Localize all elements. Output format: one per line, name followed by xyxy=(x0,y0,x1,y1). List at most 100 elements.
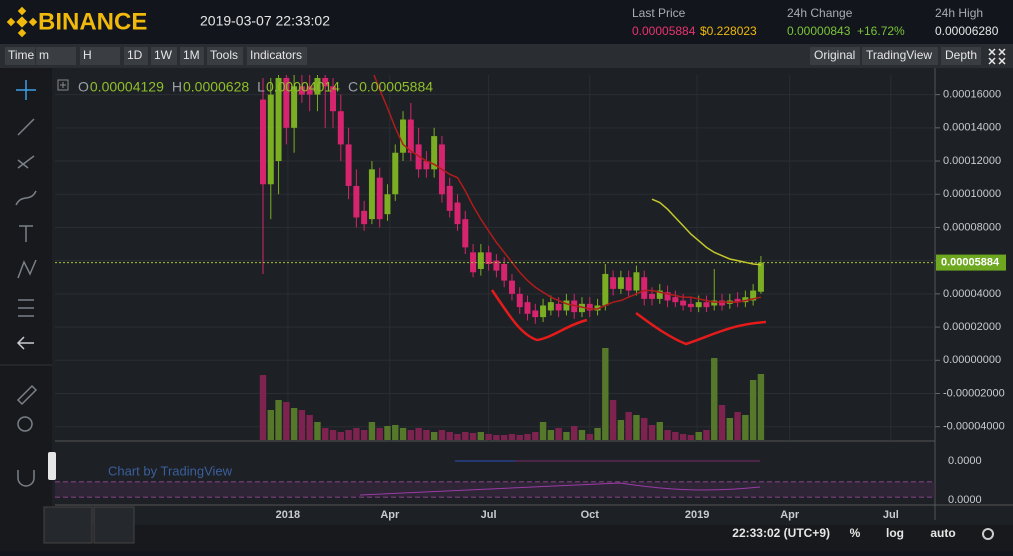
percent-btn[interactable]: % xyxy=(850,526,861,540)
volume-bar xyxy=(602,348,609,440)
volume-bar xyxy=(399,428,407,440)
trend-tool[interactable] xyxy=(17,118,35,136)
view-label: Depth xyxy=(945,48,977,62)
magnet-tool[interactable] xyxy=(17,470,35,487)
volume-bar xyxy=(337,432,344,440)
volume-bar xyxy=(508,434,516,440)
candle-body xyxy=(578,303,585,313)
volume-bar xyxy=(609,400,617,440)
price-axis xyxy=(935,68,1013,551)
candle-body xyxy=(633,272,640,291)
candle-body xyxy=(610,277,617,289)
collapse-legend[interactable] xyxy=(57,79,69,91)
ruler-tool[interactable] xyxy=(16,384,38,406)
candle-body xyxy=(501,263,508,281)
toolbar-button[interactable] xyxy=(207,47,243,65)
view-button[interactable] xyxy=(941,47,981,65)
candle-body xyxy=(376,177,383,220)
y-tick-label: 0.00002000 xyxy=(943,321,1001,333)
volume-bar xyxy=(539,422,547,440)
last-price-label: Last Price xyxy=(632,6,686,20)
toolbar-button[interactable] xyxy=(151,47,177,65)
candle-body xyxy=(423,161,430,170)
candle-body xyxy=(407,119,414,153)
crosshair-tool[interactable] xyxy=(16,80,36,100)
volume-bar xyxy=(532,432,539,440)
ohlc-value: 0.0000628 xyxy=(183,79,249,95)
view-button[interactable] xyxy=(810,47,860,65)
x-tick-label: Apr xyxy=(780,509,800,521)
log-btn[interactable]: log xyxy=(886,526,904,540)
volume-bar xyxy=(563,432,570,440)
draw-tab[interactable] xyxy=(43,506,93,544)
measure-tool[interactable] xyxy=(18,299,34,317)
toolbar-button[interactable] xyxy=(180,47,204,65)
drawing xyxy=(490,289,588,342)
y-tick-label: 0.00000000 xyxy=(943,354,1001,366)
volume-bar xyxy=(298,410,306,440)
candle-body xyxy=(703,302,710,308)
volume-bar xyxy=(384,426,391,440)
datetime: 2019-03-07 22:33:02 xyxy=(200,13,330,29)
volume-bar xyxy=(493,435,500,440)
ohlc-prefix: H xyxy=(172,79,182,95)
pattern-tool[interactable] xyxy=(17,259,37,279)
auto-btn[interactable]: auto xyxy=(930,526,955,540)
settings-icon[interactable] xyxy=(982,528,994,540)
candle-body xyxy=(337,111,344,145)
ohlc-value: 0.00004014 xyxy=(266,79,340,95)
brush-tool[interactable] xyxy=(15,190,37,206)
toolbar-button[interactable] xyxy=(124,47,148,65)
fullscreen-icon[interactable] xyxy=(988,48,1006,65)
high-label: 24h High xyxy=(935,6,983,20)
toolbar-button[interactable] xyxy=(247,47,307,65)
text-tool[interactable] xyxy=(19,225,33,242)
moving-average xyxy=(651,198,761,266)
volume-bar xyxy=(633,415,640,440)
fib-tool[interactable] xyxy=(17,155,35,169)
candle-body xyxy=(477,252,484,269)
moving-average xyxy=(373,75,762,310)
volume-bar xyxy=(345,430,352,440)
view-label: Original xyxy=(814,48,855,62)
draw-tab[interactable] xyxy=(93,506,135,544)
ohlc-value: 0.00005884 xyxy=(359,79,433,95)
candle-body xyxy=(672,297,679,303)
candle-body xyxy=(267,94,274,185)
y-tick-label: 0.00004000 xyxy=(943,288,1001,300)
indicator-pane: Chart by TradingView xyxy=(55,460,935,498)
back-tool[interactable] xyxy=(16,336,34,350)
candle-body xyxy=(571,300,578,313)
indicator-tick: 0.0000 xyxy=(948,455,982,467)
toolbar-button[interactable] xyxy=(80,47,120,65)
indicator-tick: 0.0000 xyxy=(948,494,982,506)
view-button[interactable] xyxy=(862,47,938,65)
candle-body xyxy=(493,260,500,271)
indicator-line xyxy=(359,482,761,496)
candle-body xyxy=(594,305,601,311)
volume-bar xyxy=(423,430,430,440)
candle-body xyxy=(485,252,492,264)
volume-bar xyxy=(547,430,555,440)
candle-body xyxy=(680,300,687,306)
pane-handle[interactable] xyxy=(48,452,56,480)
toolbar-button[interactable] xyxy=(36,47,76,65)
header xyxy=(0,0,1013,43)
ohlc-prefix: O xyxy=(78,79,89,95)
candle-body xyxy=(586,303,593,311)
volume-bar xyxy=(703,430,710,440)
y-tick-label: 0.00012000 xyxy=(943,155,1001,167)
candle-body xyxy=(555,303,562,311)
volume-bar xyxy=(462,432,469,440)
candle-body xyxy=(540,305,547,318)
zoom-tool[interactable] xyxy=(17,416,33,432)
candle-body xyxy=(508,280,515,294)
volume-bar xyxy=(687,435,695,440)
volume-bar xyxy=(571,426,578,440)
candle-body xyxy=(711,300,718,306)
candle-body xyxy=(345,144,352,186)
band-fill xyxy=(55,482,935,497)
toolbar-button[interactable] xyxy=(5,47,35,65)
volume-bar xyxy=(586,434,593,440)
